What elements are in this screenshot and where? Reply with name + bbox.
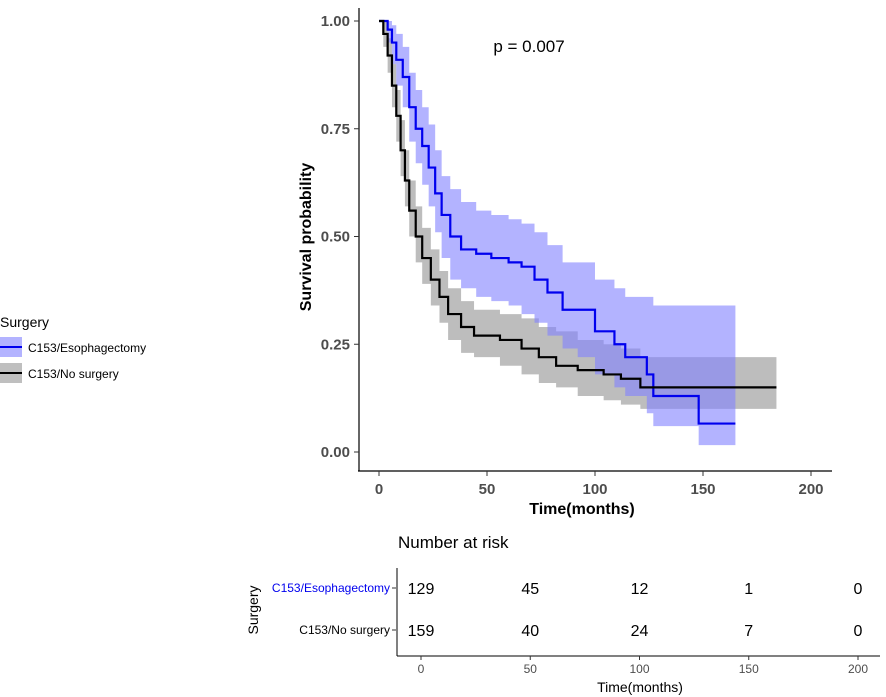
- risk-cell: 159: [408, 623, 435, 640]
- x-axis-title: Time(months): [529, 501, 634, 518]
- risk-row-label-esophagectomy: C153/Esophagectomy: [272, 581, 390, 595]
- y-tick-label: 0.25: [321, 336, 350, 353]
- risk-cell: 24: [631, 623, 649, 640]
- legend-entry-esophagectomy: C153/Esophagectomy: [0, 337, 146, 357]
- legend-title: Surgery: [0, 314, 49, 330]
- legend: Surgery C153/Esophagectomy C153/No surge…: [0, 314, 146, 383]
- confidence-bands: [379, 21, 777, 446]
- x-ticks: 0 50 100 150 200: [375, 471, 824, 498]
- survival-curve-no-surgery: [379, 19, 777, 389]
- legend-label-no-surgery: C153/No surgery: [28, 367, 119, 381]
- risk-cell: 0: [854, 623, 863, 640]
- risk-x-tick-label: 50: [524, 662, 538, 676]
- risk-cell: 40: [521, 623, 539, 640]
- risk-x-tick-label: 200: [848, 662, 868, 676]
- x-tick-label: 150: [690, 481, 715, 498]
- x-tick-label: 100: [582, 481, 607, 498]
- survival-curve-esophagectomy: [379, 19, 736, 425]
- x-tick-label: 200: [798, 481, 823, 498]
- legend-label-esophagectomy: C153/Esophagectomy: [28, 341, 146, 355]
- risk-cell: 129: [408, 581, 435, 598]
- risk-row-label-no-surgery: C153/No surgery: [299, 623, 390, 637]
- risk-table-y-title: Surgery: [245, 585, 261, 634]
- risk-x-tick-label: 100: [629, 662, 649, 676]
- y-tick-label: 1.00: [321, 13, 350, 30]
- survival-curves: [379, 19, 777, 425]
- y-tick-label: 0.50: [321, 229, 350, 246]
- risk-cell: 7: [744, 623, 753, 640]
- x-tick-label: 50: [479, 481, 496, 498]
- risk-x-tick-label: 0: [418, 662, 425, 676]
- risk-x-tick-label: 150: [739, 662, 759, 676]
- risk-x-ticks: 0 50 100 150 200: [418, 656, 868, 676]
- y-tick-label: 0.00: [321, 444, 350, 461]
- risk-cells: 129 45 12 1 0 159 40 24 7 0: [408, 581, 863, 640]
- risk-cell: 0: [854, 581, 863, 598]
- risk-cell: 12: [631, 581, 649, 598]
- p-value-annotation: p = 0.007: [493, 37, 564, 56]
- ci-band-no-surgery: [379, 21, 777, 409]
- risk-table-x-title: Time(months): [597, 679, 683, 695]
- legend-entry-no-surgery: C153/No surgery: [0, 363, 119, 383]
- x-tick-label: 0: [375, 481, 383, 498]
- risk-cell: 1: [744, 581, 753, 598]
- ci-band-esophagectomy: [379, 21, 736, 446]
- y-tick-label: 0.75: [321, 121, 350, 138]
- risk-table: Number at risk Surgery C153/Esophagectom…: [245, 533, 880, 695]
- risk-cell: 45: [521, 581, 539, 598]
- risk-table-title: Number at risk: [398, 533, 509, 552]
- y-axis-title: Survival probability: [298, 163, 315, 312]
- y-ticks: 0.00 0.25 0.50 0.75 1.00: [321, 13, 359, 461]
